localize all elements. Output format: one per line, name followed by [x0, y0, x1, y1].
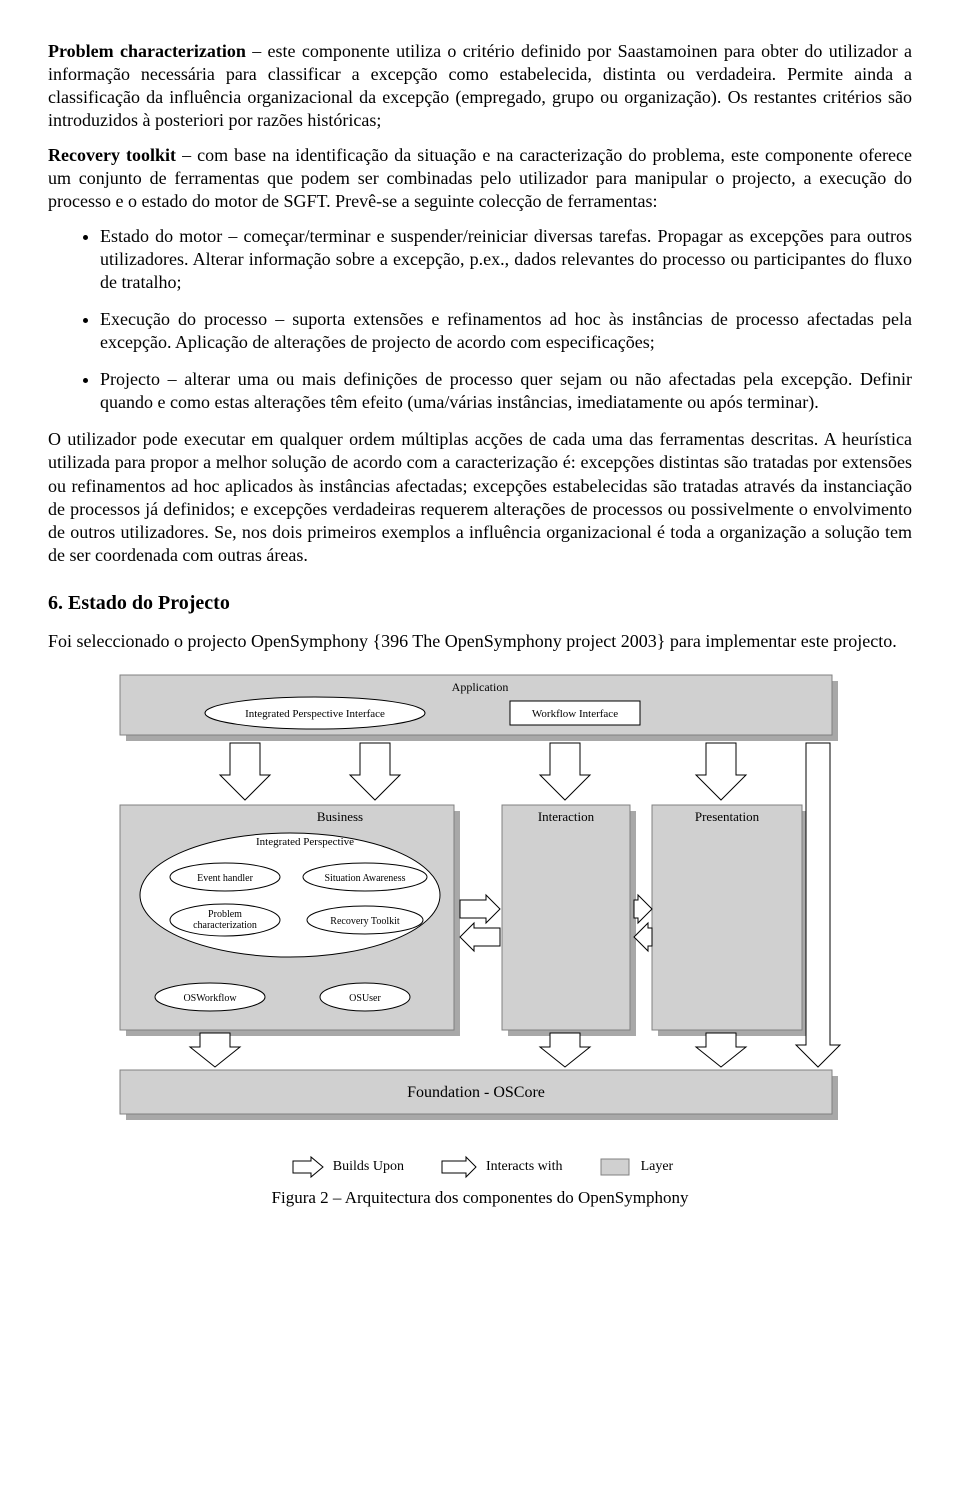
legend-builds: Builds Upon: [333, 1158, 404, 1176]
text-recovery-toolkit: – com base na identificação da situação …: [48, 145, 912, 211]
lead-problem-characterization: Problem characterization: [48, 41, 246, 61]
node-pc1: Problem: [208, 909, 242, 920]
paragraph-project-selection: Foi seleccionado o projecto OpenSymphony…: [48, 630, 912, 653]
bullet-item: Projecto – alterar uma ou mais definiçõe…: [100, 368, 912, 414]
node-rt: Recovery Toolkit: [330, 916, 400, 927]
legend-layer: Layer: [641, 1158, 674, 1176]
node-ipi: Integrated Perspective Interface: [245, 708, 385, 720]
node-osuser: OSUser: [349, 993, 381, 1004]
node-eh: Event handler: [197, 873, 253, 884]
layer-presentation: Presentation: [695, 809, 760, 824]
layer-application: Application: [452, 680, 509, 694]
paragraph-heuristic: O utilizador pode executar em qualquer o…: [48, 428, 912, 566]
bullet-item: Execução do processo – suporta extensões…: [100, 308, 912, 354]
section-heading: 6. Estado do Projecto: [48, 591, 912, 617]
legend-interacts: Interacts with: [486, 1158, 563, 1176]
layer-business: Business: [317, 809, 363, 824]
paragraph-recovery-toolkit: Recovery toolkit – com base na identific…: [48, 144, 912, 213]
node-pc2: characterization: [193, 920, 257, 931]
layer-interaction: Interaction: [538, 809, 595, 824]
architecture-diagram: Application Integrated Perspective Inter…: [110, 665, 850, 1209]
paragraph-problem-characterization: Problem characterization – este componen…: [48, 40, 912, 132]
figure-caption: Figura 2 – Arquitectura dos componentes …: [110, 1187, 850, 1209]
layer-foundation: Foundation - OSCore: [407, 1084, 545, 1101]
lead-recovery-toolkit: Recovery toolkit: [48, 145, 176, 165]
bullet-item: Estado do motor – começar/terminar e sus…: [100, 225, 912, 294]
diagram-legend: Builds Upon Interacts with Layer: [110, 1155, 850, 1179]
node-wfi: Workflow Interface: [532, 708, 618, 720]
toolkit-bullets: Estado do motor – começar/terminar e sus…: [48, 225, 912, 414]
node-ip: Integrated Perspective: [256, 836, 354, 848]
node-oswf: OSWorkflow: [183, 993, 237, 1004]
node-sa: Situation Awareness: [324, 873, 405, 884]
